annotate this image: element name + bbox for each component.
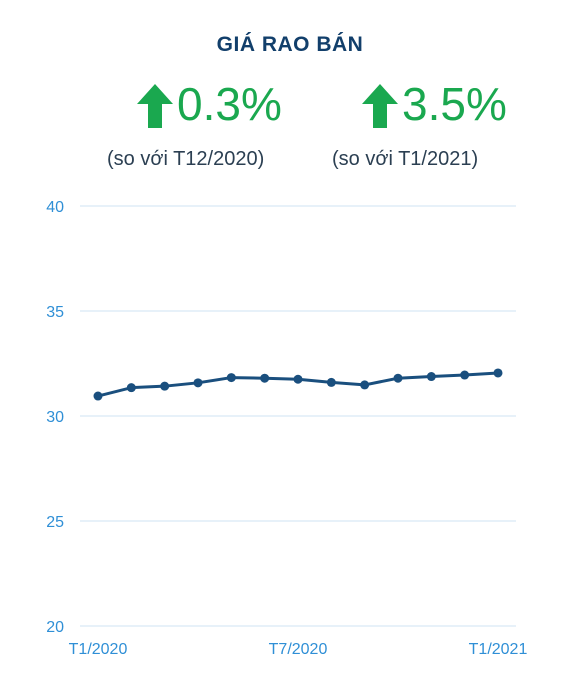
data-point bbox=[93, 391, 103, 401]
y-tick-label: 20 bbox=[46, 619, 64, 636]
data-point bbox=[226, 373, 236, 383]
stat-caption: (so với T12/2020) bbox=[107, 148, 265, 170]
x-tick-label: T1/2020 bbox=[69, 641, 128, 658]
y-tick-label: 30 bbox=[46, 409, 64, 426]
data-point bbox=[493, 368, 503, 378]
chart-title: GIÁ RAO BÁN bbox=[216, 33, 364, 56]
data-point bbox=[460, 370, 470, 380]
y-tick-label: 35 bbox=[46, 304, 64, 321]
data-point bbox=[126, 383, 136, 393]
data-point bbox=[393, 373, 403, 383]
y-tick-label: 25 bbox=[46, 514, 64, 531]
stat-value: 0.3% bbox=[177, 78, 282, 130]
stat-caption: (so với T1/2021) bbox=[332, 148, 479, 170]
data-point bbox=[326, 377, 336, 387]
data-point bbox=[260, 373, 270, 383]
up-arrow-icon bbox=[137, 84, 173, 128]
data-point bbox=[360, 380, 370, 390]
stat-value: 3.5% bbox=[402, 78, 507, 130]
data-point bbox=[426, 372, 436, 382]
data-point bbox=[193, 378, 203, 388]
stat-month-change: 0.3% (so với T12/2020) bbox=[107, 76, 397, 170]
y-tick-label: 40 bbox=[46, 199, 64, 216]
data-point bbox=[293, 374, 303, 384]
up-arrow-icon bbox=[362, 84, 398, 128]
x-tick-label: T1/2021 bbox=[469, 641, 528, 658]
data-point bbox=[160, 381, 170, 391]
stat-year-change: 3.5% (so với T1/2021) bbox=[332, 76, 580, 170]
x-tick-label: T7/2020 bbox=[269, 641, 328, 658]
